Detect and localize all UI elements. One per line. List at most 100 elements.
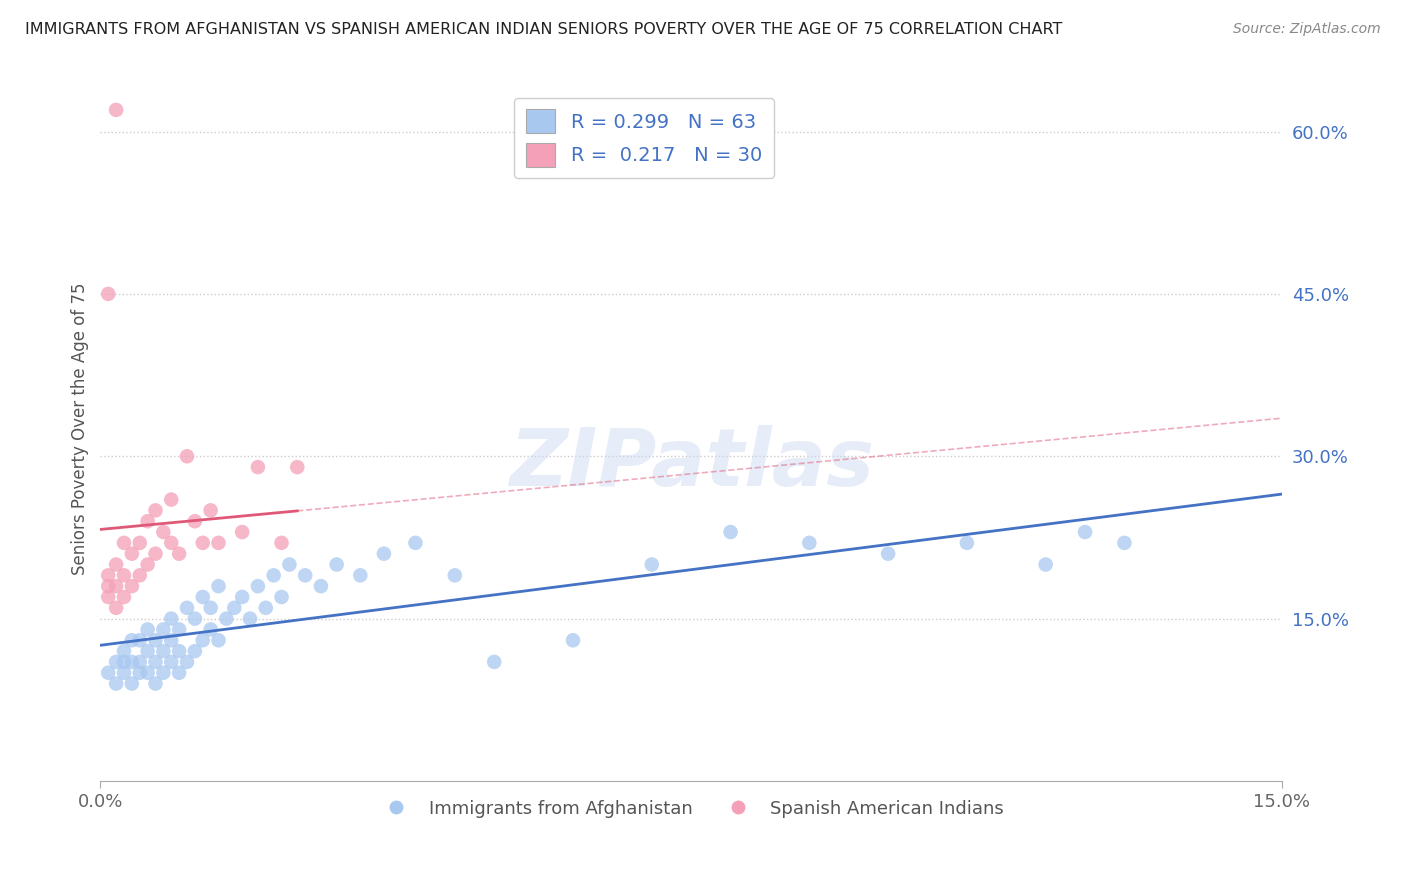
Point bbox=[128, 665, 150, 680]
Point bbox=[145, 676, 167, 690]
Point bbox=[160, 536, 183, 550]
Point bbox=[349, 568, 371, 582]
Point bbox=[1114, 536, 1136, 550]
Point bbox=[97, 287, 120, 301]
Point bbox=[641, 558, 664, 572]
Y-axis label: Seniors Poverty Over the Age of 75: Seniors Poverty Over the Age of 75 bbox=[72, 283, 89, 575]
Point bbox=[184, 612, 207, 626]
Point bbox=[200, 623, 222, 637]
Point bbox=[224, 600, 246, 615]
Point bbox=[128, 568, 150, 582]
Point bbox=[956, 536, 979, 550]
Text: Source: ZipAtlas.com: Source: ZipAtlas.com bbox=[1233, 22, 1381, 37]
Point bbox=[207, 536, 229, 550]
Point bbox=[145, 503, 167, 517]
Point bbox=[128, 633, 150, 648]
Point bbox=[184, 644, 207, 658]
Point bbox=[176, 655, 198, 669]
Point bbox=[105, 579, 128, 593]
Text: IMMIGRANTS FROM AFGHANISTAN VS SPANISH AMERICAN INDIAN SENIORS POVERTY OVER THE : IMMIGRANTS FROM AFGHANISTAN VS SPANISH A… bbox=[25, 22, 1063, 37]
Point bbox=[112, 568, 135, 582]
Point bbox=[167, 547, 190, 561]
Point bbox=[200, 503, 222, 517]
Point bbox=[128, 536, 150, 550]
Point bbox=[200, 600, 222, 615]
Point bbox=[404, 536, 426, 550]
Point bbox=[136, 644, 159, 658]
Point bbox=[167, 644, 190, 658]
Point bbox=[105, 600, 128, 615]
Point bbox=[167, 623, 190, 637]
Point bbox=[145, 547, 167, 561]
Point bbox=[105, 676, 128, 690]
Point bbox=[191, 590, 214, 604]
Legend: Immigrants from Afghanistan, Spanish American Indians: Immigrants from Afghanistan, Spanish Ame… bbox=[371, 792, 1011, 825]
Point bbox=[128, 655, 150, 669]
Point bbox=[121, 579, 143, 593]
Point bbox=[246, 579, 269, 593]
Point bbox=[246, 460, 269, 475]
Point bbox=[484, 655, 506, 669]
Point bbox=[97, 665, 120, 680]
Point bbox=[184, 514, 207, 528]
Point bbox=[121, 547, 143, 561]
Point bbox=[239, 612, 262, 626]
Point bbox=[145, 633, 167, 648]
Point bbox=[720, 524, 742, 539]
Point bbox=[176, 600, 198, 615]
Point bbox=[136, 665, 159, 680]
Point bbox=[97, 568, 120, 582]
Point bbox=[121, 633, 143, 648]
Point bbox=[278, 558, 301, 572]
Point bbox=[877, 547, 900, 561]
Point bbox=[136, 558, 159, 572]
Point bbox=[231, 590, 253, 604]
Point bbox=[562, 633, 585, 648]
Point bbox=[136, 514, 159, 528]
Point bbox=[254, 600, 277, 615]
Point bbox=[191, 633, 214, 648]
Point bbox=[215, 612, 238, 626]
Point bbox=[160, 655, 183, 669]
Point bbox=[121, 676, 143, 690]
Point bbox=[373, 547, 395, 561]
Point bbox=[309, 579, 332, 593]
Point bbox=[1074, 524, 1097, 539]
Text: ZIPatlas: ZIPatlas bbox=[509, 425, 873, 503]
Point bbox=[294, 568, 316, 582]
Point bbox=[112, 665, 135, 680]
Point bbox=[136, 623, 159, 637]
Point bbox=[112, 590, 135, 604]
Point bbox=[191, 536, 214, 550]
Point bbox=[270, 536, 292, 550]
Point bbox=[207, 633, 229, 648]
Point bbox=[152, 665, 174, 680]
Point bbox=[152, 623, 174, 637]
Point bbox=[160, 633, 183, 648]
Point bbox=[105, 558, 128, 572]
Point bbox=[325, 558, 347, 572]
Point bbox=[105, 103, 128, 117]
Point bbox=[231, 524, 253, 539]
Point bbox=[152, 644, 174, 658]
Point bbox=[121, 655, 143, 669]
Point bbox=[176, 450, 198, 464]
Point bbox=[105, 655, 128, 669]
Point bbox=[112, 655, 135, 669]
Point bbox=[443, 568, 465, 582]
Point bbox=[207, 579, 229, 593]
Point bbox=[1035, 558, 1057, 572]
Point bbox=[145, 655, 167, 669]
Point bbox=[285, 460, 308, 475]
Point bbox=[112, 644, 135, 658]
Point bbox=[152, 524, 174, 539]
Point bbox=[97, 579, 120, 593]
Point bbox=[270, 590, 292, 604]
Point bbox=[263, 568, 285, 582]
Point bbox=[167, 665, 190, 680]
Point bbox=[112, 536, 135, 550]
Point bbox=[97, 590, 120, 604]
Point bbox=[160, 612, 183, 626]
Point bbox=[160, 492, 183, 507]
Point bbox=[799, 536, 821, 550]
